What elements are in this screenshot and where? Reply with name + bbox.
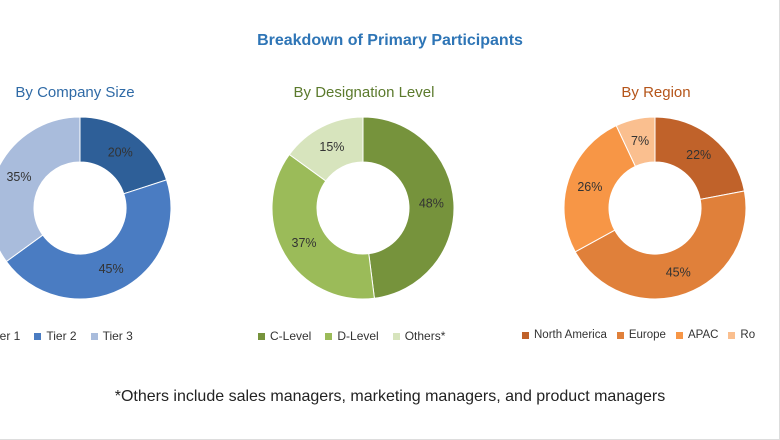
legend-item: Tier 2	[34, 329, 77, 343]
slice-value-label: 37%	[292, 236, 317, 250]
donut-slice	[0, 116, 81, 263]
legend-label: Others*	[404, 329, 446, 343]
slice-value-label: 35%	[6, 170, 31, 184]
legend-region: North America Europe APAC Ro	[522, 329, 755, 341]
legend-label: ier 1	[0, 329, 21, 343]
slice-value-label: 45%	[99, 262, 124, 276]
legend-item: Tier 3	[90, 329, 133, 343]
legend-swatch	[392, 332, 400, 340]
legend-label: APAC	[687, 329, 719, 341]
donut-slice	[362, 116, 455, 299]
legend-swatch	[258, 332, 265, 340]
legend-item: APAC	[675, 329, 719, 341]
donut-slice	[574, 190, 747, 300]
legend-item: C-Level	[258, 329, 311, 343]
legend-item: Europe	[616, 329, 666, 341]
slice-value-label: 48%	[419, 197, 444, 211]
chart-title-designation-level: By Designation Level	[293, 84, 435, 101]
legend-label: Tier 2	[46, 329, 77, 343]
donut-slice	[615, 116, 656, 168]
main-title: Breakdown of Primary Participants	[257, 32, 523, 49]
legend-item: D-Level	[325, 329, 379, 343]
footnote: *Others include sales managers, marketin…	[114, 388, 666, 405]
legend-label: Ro	[740, 329, 756, 341]
legend-company-size: ier 1 Tier 2 Tier 3	[0, 329, 133, 343]
legend-label: D-Level	[337, 329, 379, 343]
slice-value-label: 22%	[686, 148, 711, 162]
legend-swatch	[675, 331, 683, 339]
legend-item: North America	[522, 329, 607, 341]
chart-title-region: By Region	[621, 84, 691, 101]
legend-swatch	[325, 332, 333, 340]
legend-swatch	[90, 332, 98, 340]
donut-slice	[5, 179, 172, 300]
legend-designation-level: C-Level D-Level Others*	[258, 329, 445, 343]
legend-swatch	[522, 331, 529, 339]
slice-value-label: 15%	[319, 140, 344, 154]
legend-item: ier 1	[0, 329, 20, 343]
slice-value-label: 20%	[108, 146, 133, 160]
slice-value-label: 7%	[631, 134, 649, 148]
donut-slice	[563, 124, 637, 253]
legend-label: Tier 3	[102, 329, 133, 343]
legend-swatch	[616, 331, 624, 339]
slice-value-label: 26%	[577, 180, 602, 194]
legend-swatch	[34, 332, 42, 340]
donut-slice	[288, 116, 364, 182]
donut-slice	[271, 153, 375, 300]
slice-value-label: 45%	[666, 265, 691, 279]
chart-title-company-size: By Company Size	[15, 84, 135, 101]
legend-item: Others*	[392, 329, 446, 343]
legend-label: Europe	[628, 329, 666, 341]
legend-swatch	[728, 331, 736, 339]
legend-item: Ro	[728, 329, 755, 341]
legend-label: North America	[534, 329, 607, 341]
legend-label: C-Level	[270, 329, 312, 343]
